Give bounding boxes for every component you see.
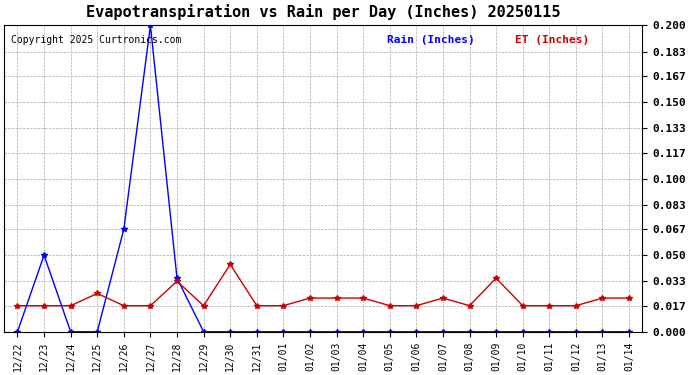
Text: Copyright 2025 Curtronics.com: Copyright 2025 Curtronics.com [10,34,181,45]
Text: Rain (Inches): Rain (Inches) [387,34,475,45]
Text: ET (Inches): ET (Inches) [515,34,589,45]
Title: Evapotranspiration vs Rain per Day (Inches) 20250115: Evapotranspiration vs Rain per Day (Inch… [86,4,560,20]
